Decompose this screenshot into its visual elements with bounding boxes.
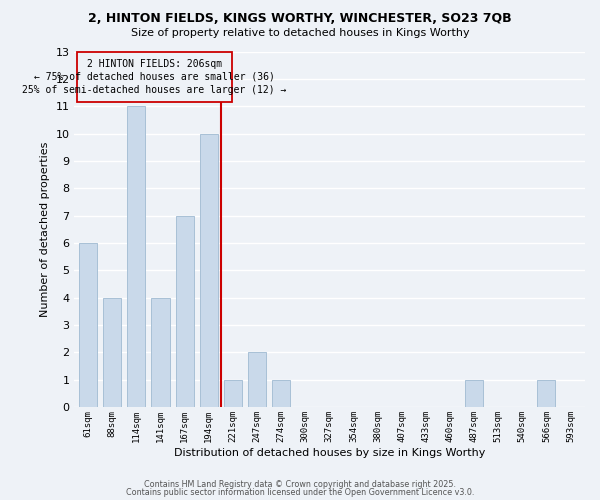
Bar (77, 52, 232, 102)
X-axis label: Distribution of detached houses by size in Kings Worthy: Distribution of detached houses by size … (173, 448, 485, 458)
Bar (272, 380, 290, 407)
Bar (224, 380, 242, 407)
Bar (465, 380, 483, 407)
Text: Size of property relative to detached houses in Kings Worthy: Size of property relative to detached ho… (131, 28, 469, 38)
Bar (176, 216, 194, 407)
Bar (200, 134, 218, 407)
Bar (248, 352, 266, 407)
Bar (127, 106, 145, 407)
Text: Contains public sector information licensed under the Open Government Licence v3: Contains public sector information licen… (126, 488, 474, 497)
Y-axis label: Number of detached properties: Number of detached properties (40, 142, 50, 317)
Bar (538, 380, 556, 407)
Text: 2, HINTON FIELDS, KINGS WORTHY, WINCHESTER, SO23 7QB: 2, HINTON FIELDS, KINGS WORTHY, WINCHEST… (88, 12, 512, 26)
Bar (103, 298, 121, 407)
Text: 2 HINTON FIELDS: 206sqm
← 75% of detached houses are smaller (36)
25% of semi-de: 2 HINTON FIELDS: 206sqm ← 75% of detache… (22, 58, 287, 95)
Text: Contains HM Land Registry data © Crown copyright and database right 2025.: Contains HM Land Registry data © Crown c… (144, 480, 456, 489)
Bar (151, 298, 170, 407)
Bar (79, 243, 97, 407)
